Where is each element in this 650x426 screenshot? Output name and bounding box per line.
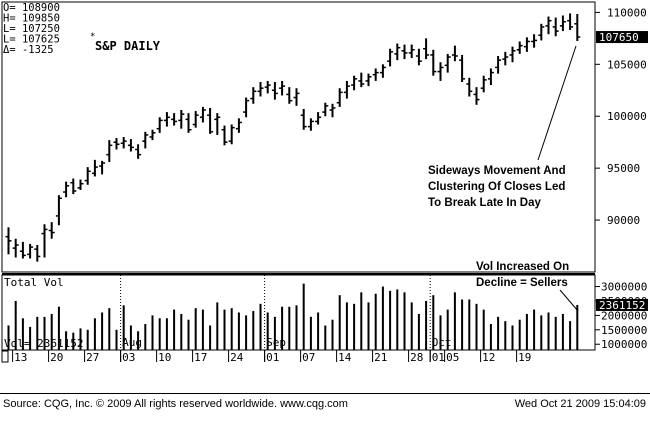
volume-last-tag: 2361152 xyxy=(599,299,645,312)
annotation-arrow xyxy=(537,45,577,161)
date-tick-label: 17 xyxy=(194,351,207,364)
chart-canvas: 1100001050001000009500090000300000025000… xyxy=(1,1,648,364)
ohlc-readout-change: Δ= -1325 xyxy=(3,44,54,56)
price-y-tick-label: 90000 xyxy=(607,214,640,227)
date-tick-label: 24 xyxy=(230,351,244,364)
date-axis-handle xyxy=(1,350,9,363)
ohlc-readout-open: O= 108900 xyxy=(3,2,60,14)
volume-y-tick-label: 1000000 xyxy=(601,338,647,351)
volume-y-tick-label: 1500000 xyxy=(601,324,647,337)
volume-last-tag-box xyxy=(596,298,648,311)
date-tick-label: 20 xyxy=(50,351,63,364)
price-y-tick-label: 110000 xyxy=(607,6,647,19)
volume-y-tick-label: 2000000 xyxy=(601,309,647,322)
price-y-tick-label: 95000 xyxy=(607,162,640,175)
footer-divider xyxy=(0,393,650,394)
ohlc-readout-high: H= 109850 xyxy=(3,13,60,25)
footer-source: Source: CQG, Inc. © 2009 All rights rese… xyxy=(3,398,348,410)
volume-y-tick-label: 3000000 xyxy=(601,281,647,294)
volume-label: Total Vol xyxy=(4,276,64,289)
annotation-line: Vol Increased On xyxy=(476,261,569,273)
date-tick-label: 01 xyxy=(432,351,445,364)
last-price-tag-box xyxy=(596,31,648,44)
date-tick-label: 28 xyxy=(410,351,423,364)
chart-title: S&P DAILY xyxy=(95,39,161,53)
date-tick-label: 10 xyxy=(158,351,171,364)
date-tick-label: 12 xyxy=(482,351,495,364)
date-tick-label: 05 xyxy=(446,351,459,364)
price-plot-frame xyxy=(1,1,596,273)
month-label: Aug xyxy=(122,336,142,349)
annotation-line: Decline = Sellers xyxy=(476,277,568,289)
annotation-line: Clustering Of Closes Led xyxy=(428,181,565,193)
date-tick-label: 13 xyxy=(14,351,27,364)
ohlc-readout-low: L= 107250 xyxy=(3,23,60,35)
annotation-arrow xyxy=(559,289,579,312)
annotation-line: To Break Late In Day xyxy=(428,197,542,209)
ohlc-readout-last: L= 107625 xyxy=(3,34,60,46)
date-tick-label: 19 xyxy=(518,351,531,364)
price-pane xyxy=(5,13,581,262)
last-marker: * xyxy=(90,32,95,42)
volume-readout: Vol= 2361152 xyxy=(4,337,83,350)
last-price-tag: 107650 xyxy=(599,31,639,44)
date-tick-label: 01 xyxy=(266,351,279,364)
date-tick-label: 03 xyxy=(122,351,135,364)
annotation-line: Sideways Movement And xyxy=(428,165,566,177)
month-label: Sep xyxy=(266,336,286,349)
price-y-tick-label: 105000 xyxy=(607,58,647,71)
date-tick-label: 21 xyxy=(374,351,387,364)
price-y-tick-label: 100000 xyxy=(607,110,647,123)
month-label: Oct xyxy=(432,336,452,349)
volume-pane xyxy=(7,283,579,350)
date-tick-label: 27 xyxy=(86,351,99,364)
date-tick-label: 07 xyxy=(302,351,315,364)
footer-timestamp: Wed Oct 21 2009 15:04:09 xyxy=(514,398,646,410)
date-tick-label: 14 xyxy=(338,351,352,364)
